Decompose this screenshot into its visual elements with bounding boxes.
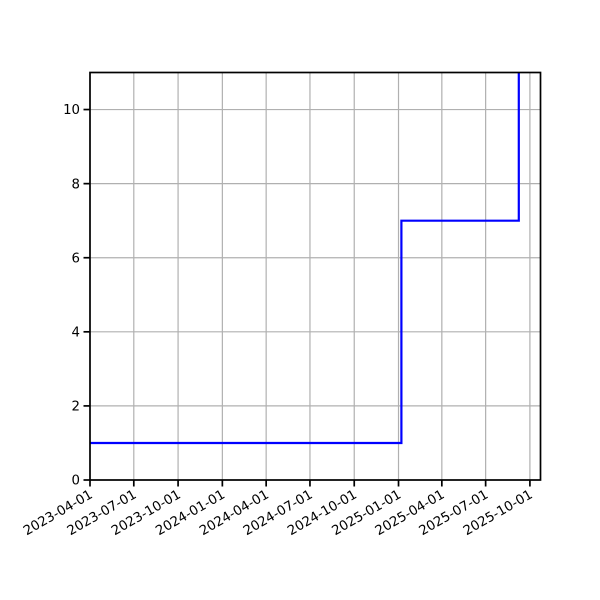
y-tick-label: 8: [72, 177, 80, 192]
y-tick-label: 2: [72, 400, 80, 415]
y-tick-label: 10: [63, 103, 80, 118]
y-tick-label: 6: [72, 251, 80, 266]
data-line: [90, 72, 520, 445]
plot-border: [89, 71, 542, 481]
y-tick-label: 0: [72, 474, 80, 489]
y-tick-label: 4: [72, 326, 80, 341]
grid-layer: [89, 72, 541, 481]
axes-layer: [83, 71, 542, 487]
series-layer: [90, 72, 520, 445]
tick-label-layer: 02468102023-04-012023-07-012023-10-01202…: [21, 103, 535, 539]
